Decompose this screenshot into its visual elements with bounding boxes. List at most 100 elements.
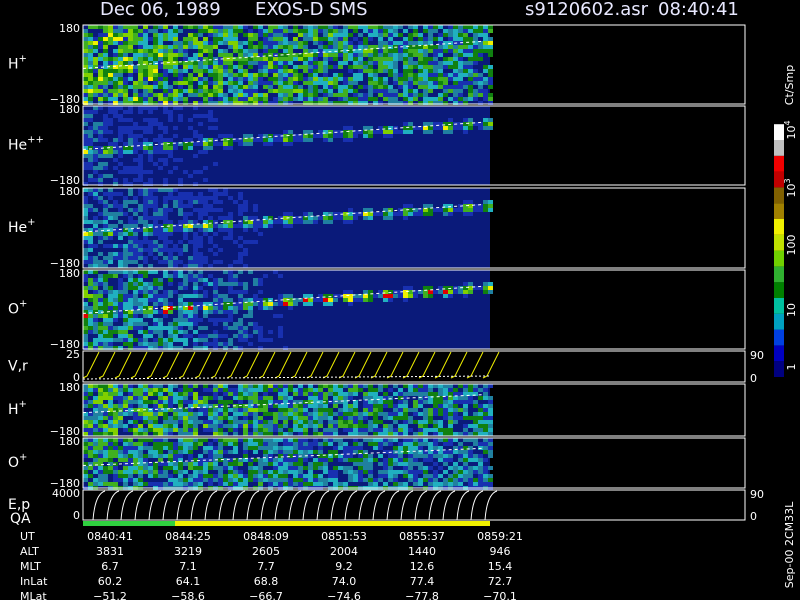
spectrogram-cell bbox=[128, 270, 133, 274]
spectrogram-cell bbox=[453, 432, 458, 436]
spectrogram-cell bbox=[193, 478, 198, 482]
spectrogram-cell bbox=[413, 482, 418, 486]
spectrogram-cell bbox=[103, 192, 108, 196]
spectrogram-cell bbox=[378, 61, 383, 65]
spectrogram-cell bbox=[463, 466, 468, 470]
spectrogram-cell bbox=[98, 178, 103, 182]
spectrogram-cell bbox=[208, 240, 213, 244]
colorbar-swatch bbox=[774, 266, 784, 283]
spectrogram-cell bbox=[163, 65, 168, 69]
spectrogram-cell bbox=[193, 264, 198, 268]
spectrogram-cell bbox=[408, 33, 413, 37]
spectrogram-cell bbox=[248, 240, 253, 244]
spectrogram-cell bbox=[368, 61, 373, 65]
spectrogram-cell bbox=[143, 240, 148, 244]
spectrogram-cell bbox=[123, 182, 128, 186]
spectrogram-cell bbox=[428, 474, 433, 478]
spectrogram-cell bbox=[188, 384, 193, 388]
spectrogram-cell bbox=[458, 89, 463, 93]
spectrogram-cell bbox=[223, 334, 228, 338]
spectrogram-cell bbox=[123, 302, 128, 306]
spectrogram-cell bbox=[338, 53, 343, 57]
y-tick-label: −180 bbox=[50, 477, 80, 490]
spectrogram-cell bbox=[123, 270, 128, 274]
spectrogram-cell bbox=[353, 450, 358, 454]
spectrogram-cell bbox=[258, 458, 263, 462]
spectrogram-cell bbox=[153, 232, 158, 236]
spectrogram-cell bbox=[293, 482, 298, 486]
y-tick-label: −180 bbox=[50, 174, 80, 187]
spectrogram-cell bbox=[83, 318, 88, 322]
spectrogram-cell bbox=[418, 69, 423, 73]
spectrogram-cell bbox=[418, 33, 423, 37]
spectrogram-cell bbox=[458, 101, 463, 105]
spectrogram-cell bbox=[388, 294, 393, 298]
spectrogram-cell bbox=[128, 97, 133, 101]
spectrogram-cell bbox=[158, 286, 163, 290]
spectrogram-cell bbox=[198, 212, 203, 216]
spectrogram-cell bbox=[443, 89, 448, 93]
spectrogram-cell bbox=[443, 432, 448, 436]
spectrogram-cell bbox=[328, 478, 333, 482]
spectrogram-cell bbox=[158, 474, 163, 478]
spectrogram-cell bbox=[183, 322, 188, 326]
spectrogram-cell bbox=[283, 412, 288, 416]
velocity-trace bbox=[82, 351, 100, 379]
spectrogram-cell bbox=[243, 85, 248, 89]
spectrogram-cell bbox=[228, 388, 233, 392]
spectrogram-cell bbox=[298, 93, 303, 97]
spectrogram-cell bbox=[368, 134, 373, 138]
spectrogram-cell bbox=[388, 298, 393, 302]
spectrogram-cell bbox=[188, 438, 193, 442]
spectrogram-cell bbox=[93, 420, 98, 424]
spectrogram-cell bbox=[178, 212, 183, 216]
spectrogram-cell bbox=[83, 212, 88, 216]
spectrogram-cell bbox=[358, 470, 363, 474]
spectrogram-cell bbox=[208, 29, 213, 33]
spectrogram-cell bbox=[183, 57, 188, 61]
spectrogram-cell bbox=[333, 29, 338, 33]
spectrogram-cell bbox=[98, 330, 103, 334]
spectrogram-cell bbox=[263, 101, 268, 105]
spectrogram-cell bbox=[138, 220, 143, 224]
spectrogram-cell bbox=[83, 446, 88, 450]
spectrogram-cell bbox=[88, 298, 93, 302]
spectrogram-cell bbox=[168, 248, 173, 252]
spectrogram-cell bbox=[453, 388, 458, 392]
spectrogram-cell bbox=[168, 37, 173, 41]
spectrogram-cell bbox=[143, 93, 148, 97]
spectrogram-cell bbox=[208, 101, 213, 105]
spectrogram-cell bbox=[323, 81, 328, 85]
spectrogram-cell bbox=[143, 150, 148, 154]
spectrogram-cell bbox=[258, 428, 263, 432]
spectrogram-cell bbox=[323, 216, 328, 220]
spectrogram-cell bbox=[358, 466, 363, 470]
spectrogram-cell bbox=[403, 45, 408, 49]
spectrogram-cell bbox=[268, 306, 273, 310]
spectrogram-cell bbox=[338, 458, 343, 462]
spectrogram-cell bbox=[303, 408, 308, 412]
spectrogram-cell bbox=[83, 204, 88, 208]
spectrogram-cell bbox=[138, 396, 143, 400]
spectrogram-cell bbox=[253, 138, 258, 142]
spectrogram-cell bbox=[473, 53, 478, 57]
spectrogram-cell bbox=[108, 342, 113, 346]
spectrogram-cell bbox=[93, 306, 98, 310]
spectrogram-cell bbox=[133, 85, 138, 89]
spectrogram-cell bbox=[208, 33, 213, 37]
spectrogram-cell bbox=[123, 224, 128, 228]
spectrogram-cell bbox=[348, 41, 353, 45]
y-tick-label: −180 bbox=[50, 257, 80, 270]
spectrogram-cell bbox=[173, 25, 178, 29]
spectrogram-cell bbox=[268, 388, 273, 392]
spectrogram-cell bbox=[358, 294, 363, 298]
spectrogram-cell bbox=[223, 146, 228, 150]
spectrogram-cell bbox=[103, 236, 108, 240]
spectrogram-cell bbox=[258, 408, 263, 412]
spectrogram-cell bbox=[313, 442, 318, 446]
spectrogram-cell bbox=[178, 294, 183, 298]
spectrogram-cell bbox=[253, 208, 258, 212]
spectrogram-cell bbox=[198, 93, 203, 97]
spectrogram-cell bbox=[408, 408, 413, 412]
spectrogram-cell bbox=[318, 41, 323, 45]
